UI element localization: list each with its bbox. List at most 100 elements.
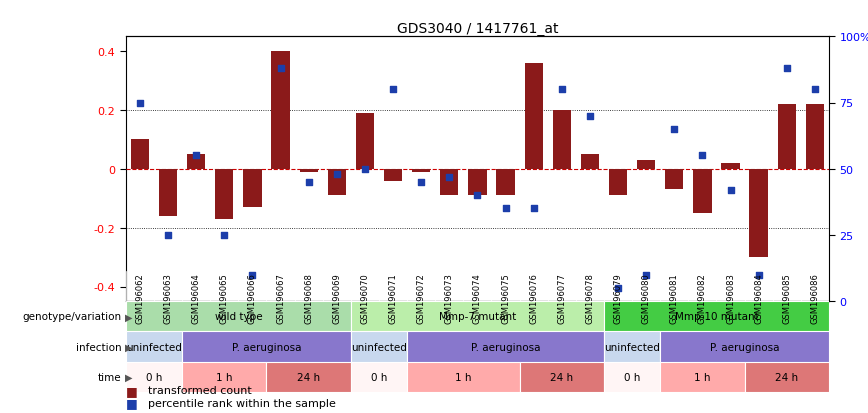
Point [752, 272, 766, 278]
Bar [806, 105, 824, 169]
Point [695, 153, 709, 159]
Text: GSM196065: GSM196065 [220, 273, 229, 323]
Bar [351, 301, 604, 332]
Bar [745, 362, 829, 392]
Point [133, 100, 147, 107]
Text: Mmp-10 mutant: Mmp-10 mutant [674, 311, 759, 322]
Bar [604, 301, 829, 332]
Bar [272, 52, 290, 169]
Text: GSM196073: GSM196073 [444, 273, 454, 324]
Bar [126, 332, 182, 362]
Point [779, 66, 793, 72]
Bar [604, 332, 661, 362]
Bar [407, 362, 520, 392]
Point [386, 87, 400, 93]
Text: 0 h: 0 h [146, 372, 162, 382]
Point [273, 66, 287, 72]
Text: GSM196086: GSM196086 [811, 273, 819, 324]
Text: uninfected: uninfected [351, 342, 407, 352]
Bar [126, 301, 351, 332]
Bar [266, 362, 351, 392]
Bar [440, 169, 458, 196]
Point [330, 171, 344, 178]
Text: uninfected: uninfected [604, 342, 660, 352]
Bar [778, 105, 796, 169]
Point [358, 166, 372, 173]
Bar [468, 169, 487, 196]
Bar [665, 169, 683, 190]
Point [639, 272, 653, 278]
Text: GSM196064: GSM196064 [192, 273, 201, 323]
Text: percentile rank within the sample: percentile rank within the sample [148, 398, 335, 408]
Text: ▶: ▶ [125, 311, 133, 322]
Text: 24 h: 24 h [550, 372, 574, 382]
Point [217, 232, 231, 239]
Text: GSM196083: GSM196083 [726, 273, 735, 324]
Text: GSM196080: GSM196080 [641, 273, 651, 323]
Text: time: time [98, 372, 122, 382]
Title: GDS3040 / 1417761_at: GDS3040 / 1417761_at [397, 22, 558, 36]
Point [302, 179, 316, 186]
Text: GSM196085: GSM196085 [782, 273, 792, 323]
Bar [182, 362, 266, 392]
Text: 1 h: 1 h [455, 372, 471, 382]
Text: P. aeruginosa: P. aeruginosa [470, 342, 540, 352]
Text: GSM196063: GSM196063 [163, 273, 173, 324]
Text: Mmp-7 mutant: Mmp-7 mutant [439, 311, 516, 322]
Text: GSM196072: GSM196072 [417, 273, 425, 323]
Bar [351, 362, 407, 392]
Bar [553, 111, 571, 169]
Text: GSM196078: GSM196078 [585, 273, 595, 324]
Text: GSM196079: GSM196079 [614, 273, 622, 323]
Bar [159, 169, 177, 216]
Point [189, 153, 203, 159]
Bar [749, 169, 768, 257]
Bar [327, 169, 346, 196]
Text: GSM196076: GSM196076 [529, 273, 538, 324]
Text: ■: ■ [126, 396, 138, 409]
Bar [721, 164, 740, 169]
Text: GSM196062: GSM196062 [135, 273, 144, 323]
Text: GSM196071: GSM196071 [389, 273, 398, 323]
Point [443, 174, 457, 180]
Text: GSM196075: GSM196075 [501, 273, 510, 323]
Point [583, 113, 597, 120]
Text: GSM196070: GSM196070 [360, 273, 370, 323]
Point [808, 87, 822, 93]
Text: 0 h: 0 h [371, 372, 387, 382]
Text: ■: ■ [126, 384, 138, 397]
Bar [356, 114, 374, 169]
Text: GSM196077: GSM196077 [557, 273, 566, 324]
Text: genotype/variation: genotype/variation [23, 311, 122, 322]
Text: ▶: ▶ [125, 372, 133, 382]
Bar [524, 64, 542, 169]
Text: infection: infection [76, 342, 122, 352]
Bar [520, 362, 604, 392]
Bar [384, 169, 402, 181]
Bar [351, 332, 407, 362]
Text: wild type: wild type [214, 311, 262, 322]
Text: P. aeruginosa: P. aeruginosa [710, 342, 779, 352]
Bar [299, 169, 318, 172]
Bar [215, 169, 233, 219]
Text: transformed count: transformed count [148, 385, 252, 395]
Bar [637, 161, 655, 169]
Text: 1 h: 1 h [694, 372, 711, 382]
Point [246, 272, 260, 278]
Point [414, 179, 428, 186]
Bar [187, 154, 206, 169]
Text: uninfected: uninfected [126, 342, 182, 352]
Text: GSM196082: GSM196082 [698, 273, 707, 323]
Bar [182, 332, 351, 362]
Bar [131, 140, 149, 169]
Bar [604, 362, 661, 392]
Text: GSM196067: GSM196067 [276, 273, 285, 324]
Text: GSM196069: GSM196069 [332, 273, 341, 323]
Bar [661, 362, 745, 392]
Point [724, 187, 738, 194]
Bar [407, 332, 604, 362]
Point [498, 206, 512, 212]
Bar [694, 169, 712, 214]
Bar [126, 362, 182, 392]
Point [470, 192, 484, 199]
